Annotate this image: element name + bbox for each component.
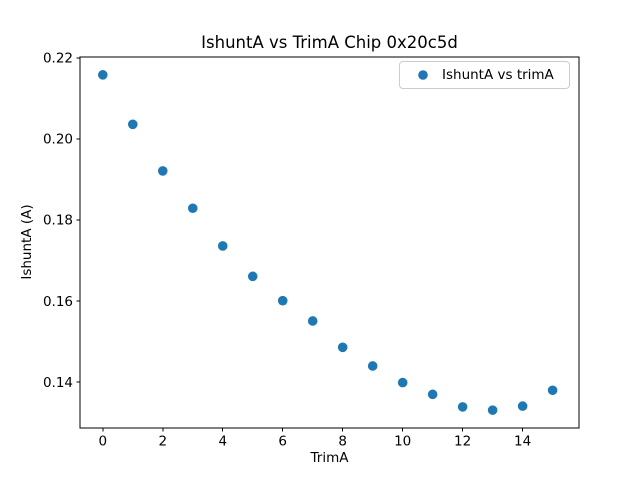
legend-entry-label: IshuntA vs trimA [442,67,554,83]
y-tick-label: 0.18 [43,213,73,229]
data-point [187,203,198,214]
y-axis-label: IshuntA (A) [19,204,35,280]
data-point [367,361,378,371]
y-tick-label: 0.16 [43,294,73,310]
data-point [337,342,348,353]
data-point [487,405,498,415]
x-tick-label: 12 [454,434,471,450]
x-tick-label: 0 [98,434,107,450]
data-point [547,385,558,396]
x-tick-label: 10 [394,434,411,450]
legend-marker-icon [418,70,428,80]
axes-spines [79,56,580,429]
x-tick-label: 8 [338,434,347,450]
x-axis-label: TrimA [310,450,349,466]
data-point [307,316,318,326]
data-point [127,119,138,130]
data-point [277,295,288,306]
data-point [247,271,258,282]
chart-title: IshuntA vs TrimA Chip 0x20c5d [201,33,458,52]
data-point [397,377,408,388]
data-point [427,389,438,400]
x-tick-label: 14 [514,434,531,450]
x-tick-label: 6 [278,434,287,450]
x-tick-label: 2 [158,434,167,450]
data-point [97,70,108,80]
data-point [217,241,228,251]
data-point [457,402,468,412]
legend-box: IshuntA vs trimA [399,61,570,89]
y-tick-label: 0.14 [43,375,73,391]
y-tick-label: 0.22 [43,51,73,67]
data-point [157,166,168,176]
x-tick-label: 4 [218,434,227,450]
data-point [517,401,528,411]
y-tick-label: 0.20 [43,132,73,148]
